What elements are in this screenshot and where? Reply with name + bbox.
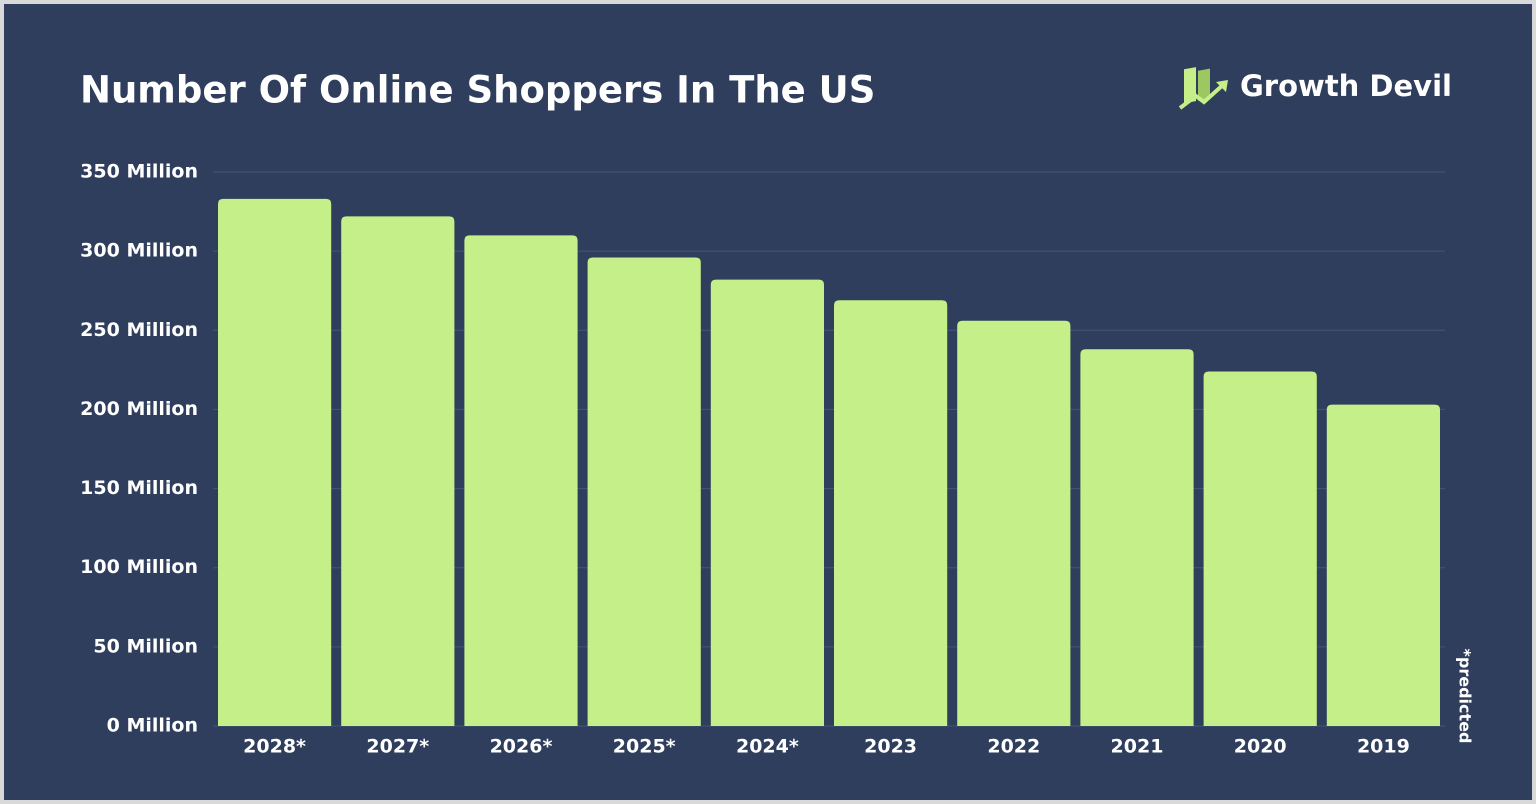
y-tick-label: 50 Million — [93, 635, 198, 657]
bar — [1326, 404, 1440, 726]
bar — [957, 320, 1071, 726]
bar — [341, 216, 455, 726]
x-tick-label: 2024* — [736, 736, 799, 758]
logo-icon — [1184, 67, 1196, 104]
x-tick-label: 2022 — [987, 736, 1040, 758]
y-tick-label: 0 Million — [107, 715, 198, 737]
y-tick-label: 100 Million — [80, 556, 198, 578]
x-tick-label: 2027* — [366, 736, 429, 758]
x-tick-label: 2028* — [243, 736, 306, 758]
y-tick-label: 200 Million — [80, 398, 198, 420]
y-tick-label: 150 Million — [80, 477, 198, 499]
x-tick-label: 2019 — [1357, 736, 1410, 758]
x-tick-label: 2023 — [864, 736, 917, 758]
y-tick-label: 300 Million — [80, 240, 198, 262]
brand-logo: Growth Devil — [1178, 67, 1452, 110]
logo-icon — [1198, 68, 1210, 101]
x-tick-label: 2020 — [1234, 736, 1287, 758]
bar — [587, 257, 701, 726]
y-tick-label: 350 Million — [80, 161, 198, 183]
brand-name: Growth Devil — [1240, 69, 1452, 103]
logo-arrow — [1216, 80, 1228, 92]
bar — [834, 300, 948, 726]
logo-arrow — [1178, 82, 1226, 110]
bar — [1080, 349, 1194, 726]
footnote: *predicted — [1456, 649, 1475, 744]
bar — [710, 279, 824, 726]
x-tick-label: 2026* — [490, 736, 553, 758]
y-tick-label: 250 Million — [80, 319, 198, 341]
bar — [1203, 371, 1317, 726]
chart-title: Number Of Online Shoppers In The US — [80, 69, 875, 112]
bar — [218, 198, 332, 726]
bar — [464, 235, 578, 727]
x-tick-label: 2021 — [1111, 736, 1164, 758]
x-tick-label: 2025* — [613, 736, 676, 758]
